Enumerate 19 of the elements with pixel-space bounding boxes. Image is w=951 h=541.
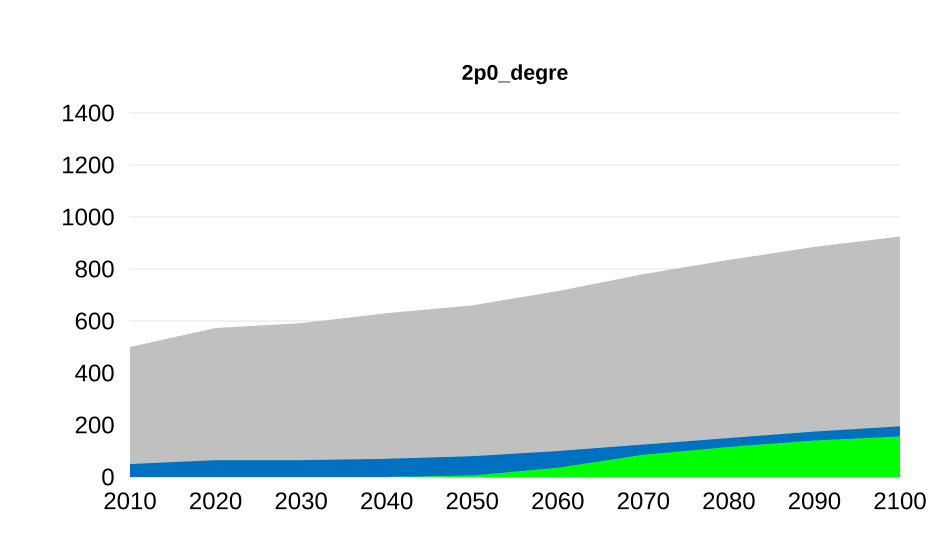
x-tick-label: 2070 — [618, 492, 670, 510]
x-tick-label: 2020 — [190, 492, 242, 510]
x-tick-label: 2040 — [361, 492, 412, 510]
x-tick-label: 2060 — [532, 492, 584, 510]
y-tick-label: 1200 — [63, 156, 114, 174]
y-tick-label: 0 — [102, 468, 114, 486]
y-tick-label: 400 — [75, 364, 114, 382]
x-tick-label: 2050 — [446, 492, 498, 510]
y-tick-label: 200 — [76, 416, 114, 434]
y-tick-label: 600 — [76, 312, 114, 330]
chart-title: 2p0_degre — [462, 64, 568, 84]
y-tick-label: 1400 — [63, 104, 114, 122]
x-tick-label: 2010 — [104, 492, 156, 510]
y-tick-label: 800 — [76, 260, 114, 278]
x-tick-label: 2090 — [788, 492, 840, 510]
y-tick-label: 1000 — [63, 208, 114, 226]
x-tick-label: 2100 — [874, 492, 926, 510]
x-tick-label: 2030 — [276, 492, 327, 510]
x-tick-label: 2080 — [703, 492, 755, 510]
